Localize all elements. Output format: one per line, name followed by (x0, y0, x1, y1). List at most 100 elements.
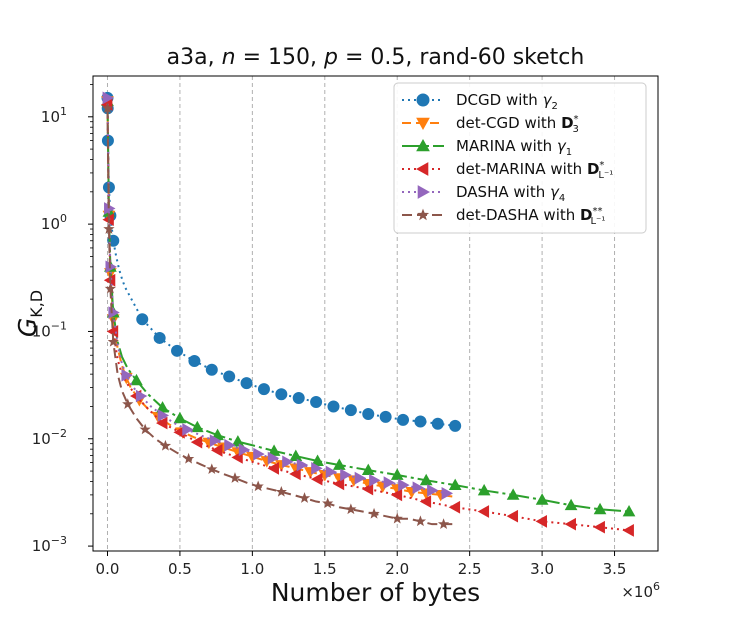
data-point (412, 481, 425, 495)
data-point (171, 344, 184, 357)
data-point (345, 503, 357, 515)
legend-label-subscript: 1 (566, 147, 572, 158)
x-axis-label: Number of bytes (271, 578, 480, 607)
data-point (296, 458, 309, 472)
data-point (103, 223, 115, 234)
y-tick-base: 10 (32, 430, 51, 448)
data-point (157, 409, 170, 422)
data-point (368, 507, 380, 519)
data-point (593, 520, 605, 534)
data-point (122, 398, 134, 409)
data-point (506, 488, 520, 500)
data-point (156, 416, 168, 430)
data-point (240, 377, 253, 390)
data-point (564, 498, 578, 511)
data-point (205, 363, 218, 376)
chart-title: a3a, n = 150, p = 0.5, rand-60 sketch (167, 45, 585, 70)
x-tick-label: 3.0 (530, 560, 554, 578)
data-point (332, 458, 346, 470)
legend-label-subscript: 2 (551, 101, 557, 112)
data-point (361, 482, 374, 496)
legend-label-symbol: γ (557, 137, 567, 155)
data-point (136, 313, 149, 326)
legend-label-text: det-MARINA with (456, 160, 587, 178)
data-point (282, 455, 294, 469)
data-point (340, 468, 352, 482)
x-offset-base: ×10 (621, 583, 653, 601)
data-point (153, 331, 166, 344)
data-point (427, 484, 439, 497)
data-point (390, 468, 404, 480)
data-point (441, 487, 454, 500)
legend-label-text: MARINA with (456, 137, 557, 155)
data-point (275, 388, 288, 401)
data-point (182, 452, 195, 464)
data-point (397, 413, 410, 426)
data-point (173, 411, 187, 424)
y-tick-base: 10 (32, 322, 51, 340)
legend-box (393, 82, 647, 234)
data-point (417, 185, 431, 199)
data-point (311, 472, 323, 486)
plot-frame (92, 75, 659, 552)
legend-label-symbol: D (561, 114, 573, 132)
title-part: a3a, (167, 45, 222, 70)
legend-label-superscript: * (599, 160, 604, 171)
data-point (190, 420, 204, 433)
data-point (102, 91, 115, 105)
legend-label-symbol: γ (550, 183, 560, 201)
data-point (383, 476, 396, 490)
data-point (593, 502, 607, 515)
data-point (379, 410, 392, 423)
data-point (506, 509, 519, 523)
x-offset-exponent: 6 (653, 580, 660, 593)
data-point (298, 492, 311, 503)
y-tick-base: 10 (41, 108, 60, 126)
data-point (419, 473, 433, 486)
series-group (101, 102, 453, 529)
data-point (477, 505, 490, 518)
data-point (327, 400, 340, 413)
data-point (107, 335, 119, 347)
y-tick-label: 10−2 (32, 427, 67, 448)
legend-label-subscript: 3 (573, 124, 579, 135)
data-point (416, 117, 430, 131)
legend-entry: det-MARINA with D* L⁻¹ (402, 160, 613, 181)
legend-entry: DASHA with γ4 (402, 183, 565, 204)
legend-label-subscript: L⁻¹ (598, 170, 613, 181)
data-point (130, 373, 143, 386)
y-tick-exponent: −2 (51, 427, 67, 440)
data-point (416, 208, 430, 221)
data-point (448, 478, 462, 491)
data-point (188, 355, 201, 368)
legend-label-subscript: L⁻¹ (590, 216, 605, 227)
data-point (311, 454, 324, 466)
title-part: n (222, 45, 236, 70)
data-point (325, 465, 338, 479)
data-point (267, 451, 280, 465)
x-axis-offset-label: ×106 (621, 580, 660, 601)
x-tick-label: 2.5 (458, 560, 482, 578)
series-line (106, 101, 630, 513)
series-line (106, 108, 453, 526)
data-point (448, 500, 461, 514)
data-point (622, 504, 636, 517)
data-point (275, 485, 287, 497)
data-point (139, 423, 151, 435)
legend-label-symbol: D (587, 160, 599, 178)
data-point (416, 138, 430, 152)
x-tick-label: 1.5 (313, 560, 337, 578)
y-tick-base: 10 (41, 215, 60, 233)
data-point (390, 488, 403, 502)
data-point (135, 389, 148, 403)
x-tick-label: 3.5 (603, 560, 627, 578)
data-point (206, 463, 218, 475)
data-point (332, 477, 345, 491)
data-point (289, 449, 303, 461)
axis-ticks: 0.0 0.5 1.0 1.5 2.0 2.5 3.0 3.510−310−210−11001… (32, 84, 627, 578)
data-point (369, 473, 381, 487)
data-point (121, 368, 133, 382)
x-tick-label: 2.0 (385, 560, 409, 578)
data-point (159, 439, 172, 451)
